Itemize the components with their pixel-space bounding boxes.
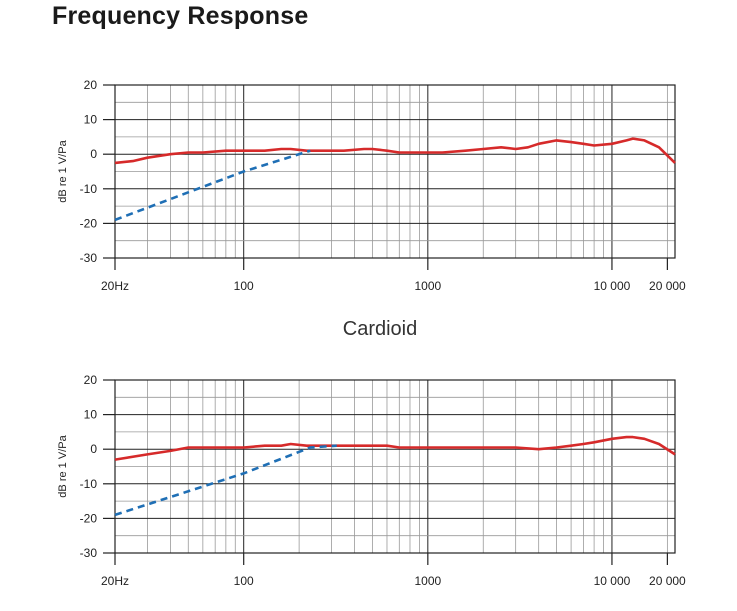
y-axis-title: dB re 1 V/Pa [57,434,69,497]
x-tick-label: 20Hz [101,574,129,588]
x-tick-label: 20 000 [649,574,686,588]
x-tick-label: 1000 [414,279,441,293]
y-tick-label: 10 [84,408,98,422]
y-tick-label: 10 [84,113,98,127]
grid [115,379,675,554]
chart-2-title: Cardioid [342,318,418,340]
y-tick-label: -30 [80,546,98,560]
y-tick-label: -10 [80,182,98,196]
plot-frame [114,379,676,554]
y-tick-label: -20 [80,216,98,230]
x-tick-label: 20Hz [101,279,129,293]
x-tick-label: 10 000 [594,279,631,293]
series-line-response [114,435,676,461]
plot-frame [114,84,676,259]
series-line-proximity [114,444,337,517]
grid [115,84,675,259]
y-tick-label: 0 [90,147,97,161]
series-line-response [114,137,676,165]
y-axis-title: dB re 1 V/Pa [57,139,69,202]
x-tick-label: 20 000 [649,279,686,293]
x-tick-label: 10 000 [594,574,631,588]
y-tick-label: -30 [80,251,98,265]
y-tick-label: 20 [84,373,98,387]
y-tick-label: 20 [84,78,98,92]
y-tick-label: -20 [80,511,98,525]
series-line-proximity [114,149,311,222]
x-tick-label: 100 [234,279,254,293]
page-title: Frequency Response [52,2,309,30]
x-tick-label: 100 [234,574,254,588]
y-tick-label: 0 [90,442,97,456]
y-tick-label: -10 [80,477,98,491]
x-tick-label: 1000 [414,574,441,588]
